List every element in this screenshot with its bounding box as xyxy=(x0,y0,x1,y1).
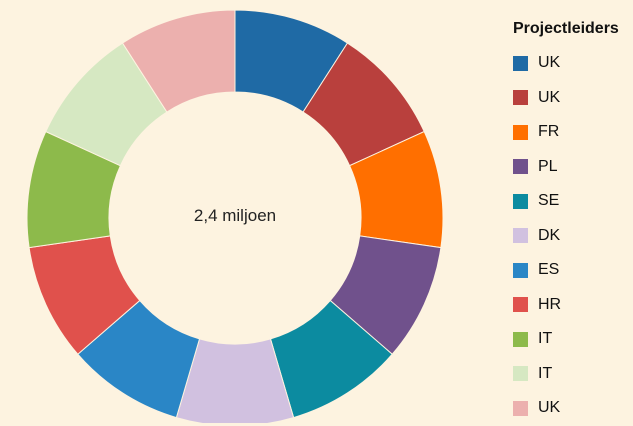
legend-swatch xyxy=(513,228,528,244)
legend: Projectleiders UK UK FR PL SE DK ES HR IT IT UK xyxy=(513,20,619,426)
legend-label: IT xyxy=(538,364,553,382)
legend-label: ES xyxy=(538,261,560,279)
legend-label: UK xyxy=(538,399,561,417)
legend-label: UK xyxy=(538,54,561,72)
donut-slice-uk-11 xyxy=(121,9,236,113)
legend-title: Projectleiders xyxy=(513,20,619,37)
legend-item: UK xyxy=(513,391,619,426)
legend-swatch xyxy=(513,262,528,278)
legend-item: IT xyxy=(513,322,619,357)
legend-label: UK xyxy=(538,88,561,106)
legend-swatch xyxy=(513,55,528,71)
legend-item: SE xyxy=(513,184,619,219)
legend-swatch xyxy=(513,297,528,313)
legend-item: UK xyxy=(513,46,619,81)
legend-swatch xyxy=(513,331,528,347)
legend-label: SE xyxy=(538,192,560,210)
legend-label: DK xyxy=(538,226,561,244)
legend-swatch xyxy=(513,90,528,106)
legend-swatch xyxy=(513,366,528,382)
donut-slices xyxy=(26,9,444,423)
center-label: 2,4 miljoen xyxy=(193,206,277,225)
legend-item: IT xyxy=(513,357,619,392)
legend-label: PL xyxy=(538,157,558,175)
legend-swatch xyxy=(513,193,528,209)
legend-label: FR xyxy=(538,123,560,141)
legend-item: FR xyxy=(513,115,619,150)
legend-swatch xyxy=(513,159,528,175)
legend-swatch xyxy=(513,124,528,140)
legend-swatch xyxy=(513,400,528,416)
legend-item: UK xyxy=(513,81,619,116)
legend-item: DK xyxy=(513,219,619,254)
legend-item: PL xyxy=(513,150,619,185)
legend-item: HR xyxy=(513,288,619,323)
legend-item: ES xyxy=(513,253,619,288)
legend-items: UK UK FR PL SE DK ES HR IT IT UK xyxy=(513,46,619,426)
legend-label: HR xyxy=(538,295,562,313)
legend-label: IT xyxy=(538,330,553,348)
